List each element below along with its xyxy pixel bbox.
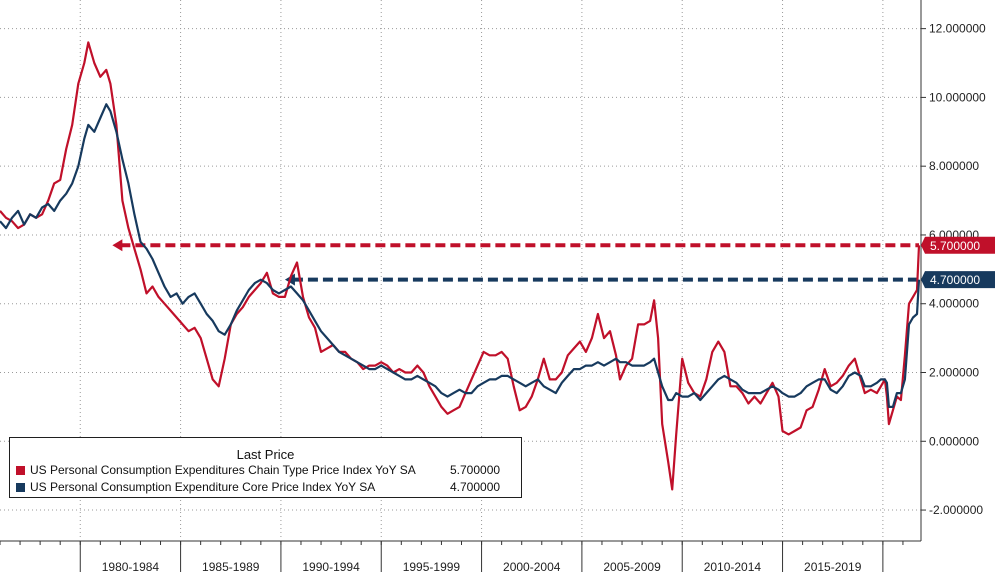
- x-tick-label: 1995-1999: [403, 560, 461, 572]
- y-tick-label: 2.000000: [929, 366, 979, 380]
- y-tick-label: 0.000000: [929, 434, 979, 448]
- legend-swatch-core-pce: [16, 483, 25, 492]
- series-line-1: [0, 103, 921, 408]
- x-tick-label: 1985-1989: [202, 560, 260, 572]
- last-value-label-0: 5.700000: [930, 239, 980, 253]
- last-value-label-1: 4.700000: [930, 273, 980, 287]
- legend-label-core-pce: US Personal Consumption Expenditure Core…: [30, 480, 376, 494]
- legend-value-headline-pce: 5.700000: [450, 463, 501, 477]
- x-tick-label: 2005-2009: [603, 560, 661, 572]
- y-tick-label: -2.000000: [929, 503, 983, 517]
- x-tick-label: 1990-1994: [302, 560, 360, 572]
- y-tick-label: 8.000000: [929, 159, 979, 173]
- x-tick-label: 2015-2019: [804, 560, 862, 572]
- x-tick-label: 1980-1984: [102, 560, 160, 572]
- last-value-badge-0: [921, 236, 995, 254]
- legend-value-core-pce: 4.700000: [450, 480, 501, 494]
- chart-legend: Last Price US Personal Consumption Expen…: [9, 437, 522, 498]
- last-value-arrowhead-0: [112, 239, 123, 252]
- series-line-0: [0, 41, 921, 491]
- legend-label-headline-pce: US Personal Consumption Expenditures Cha…: [30, 463, 416, 477]
- legend-swatch-headline-pce: [16, 466, 25, 475]
- y-tick-label: 10.000000: [929, 90, 986, 104]
- x-tick-label: 2000-2004: [503, 560, 561, 572]
- x-tick-label: 2010-2014: [704, 560, 762, 572]
- y-tick-label: 12.000000: [929, 22, 986, 36]
- legend-title: Last Price: [236, 447, 295, 462]
- y-tick-label: 4.000000: [929, 297, 979, 311]
- last-value-badge-1: [921, 271, 995, 289]
